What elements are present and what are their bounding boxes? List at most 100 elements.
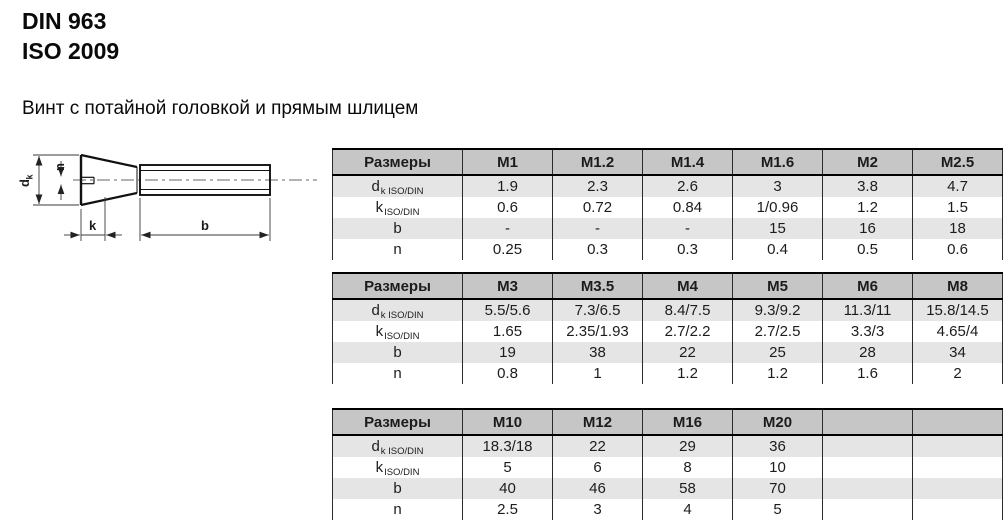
table-cell: 0.3	[642, 239, 733, 260]
screw-slot	[82, 176, 95, 185]
screw-head	[79, 153, 138, 207]
table-cell: 18.3/18	[462, 435, 553, 457]
table-cell: 6	[552, 457, 643, 478]
row-label-main: b	[393, 220, 402, 237]
column-header: M1.2	[552, 148, 643, 176]
table-cell: 0.6	[912, 239, 1003, 260]
column-header: M8	[912, 272, 1003, 300]
column-header: M1.4	[642, 148, 733, 176]
table-cell: 5	[462, 457, 553, 478]
table-cell: -	[642, 218, 733, 239]
dimension-table-2: Размеры M3 M3.5 M4 M5 M6 M8 dk ISO/DIN 5.5/5.6 7.…	[332, 272, 1003, 384]
row-label: dk ISO/DIN	[332, 175, 463, 197]
table-cell: 8.4/7.5	[642, 299, 733, 321]
table-cell: 1.2	[732, 363, 823, 384]
table-cell: 3.8	[822, 175, 913, 197]
row-label-main: k	[375, 323, 384, 340]
table-cell: 28	[822, 342, 913, 363]
table-row: b - - -15 16 18	[332, 218, 1003, 239]
table-cell: 3	[732, 175, 823, 197]
column-header	[822, 408, 913, 436]
b-dimension	[139, 198, 271, 241]
table-cell: 25	[732, 342, 823, 363]
column-header	[912, 408, 1003, 436]
row-label: dk ISO/DIN	[332, 299, 463, 321]
column-header: M20	[732, 408, 823, 436]
title-block: DIN 963 ISO 2009	[22, 6, 119, 66]
table-slot-1: Размеры M1 M1.2 M1.4 M1.6 M2 M2.5 dk ISO/DIN 1.9…	[332, 148, 1003, 260]
row-label-sub: ISO/DIN	[384, 331, 420, 342]
table-cell: 18	[912, 218, 1003, 239]
table-cell: 4.7	[912, 175, 1003, 197]
table-cell: 1.6	[822, 363, 913, 384]
column-header: M6	[822, 272, 913, 300]
table-cell	[912, 435, 1003, 457]
table-cell: 1.9	[462, 175, 553, 197]
column-header: M4	[642, 272, 733, 300]
table-cell: 3	[552, 499, 643, 520]
svg-text:k: k	[25, 174, 35, 180]
size-header: Размеры	[332, 272, 463, 300]
row-label: n	[332, 363, 463, 384]
column-header: M2.5	[912, 148, 1003, 176]
column-header: M16	[642, 408, 733, 436]
page-title-iso: ISO 2009	[22, 38, 120, 64]
table-cell: 10	[732, 457, 823, 478]
table-cell: 5.5/5.6	[462, 299, 553, 321]
dimension-table-1: Размеры M1 M1.2 M1.4 M1.6 M2 M2.5 dk ISO/DIN 1.9…	[332, 148, 1003, 260]
k-dimension-label: k	[89, 218, 97, 233]
table-row: kISO/DIN 0.6 0.72 0.84 1/0.96 1.2 1.5	[332, 197, 1003, 218]
row-label-sub: k ISO/DIN	[380, 186, 424, 197]
column-header: M1	[462, 148, 553, 176]
table-cell: 1	[552, 363, 643, 384]
table-cell	[912, 457, 1003, 478]
table-row: dk ISO/DIN 1.9 2.3 2.6 3 3.8 4.7	[332, 175, 1003, 197]
column-header: M5	[732, 272, 823, 300]
table-cell: 0.72	[552, 197, 643, 218]
table-cell: 19	[462, 342, 553, 363]
table-cell: 7.3/6.5	[552, 299, 643, 321]
table-cell: 0.25	[462, 239, 553, 260]
table-cell: 36	[732, 435, 823, 457]
table-cell: 11.3/11	[822, 299, 913, 321]
header-row: Размеры M3 M3.5 M4 M5 M6 M8	[332, 272, 1003, 300]
table-row: b 19 38 22 25 28 34	[332, 342, 1003, 363]
k-dimension	[64, 197, 122, 241]
table-cell: 9.3/9.2	[732, 299, 823, 321]
row-label: kISO/DIN	[332, 457, 463, 478]
table-cell	[912, 478, 1003, 499]
table-cell: 4	[642, 499, 733, 520]
table-cell: 58	[642, 478, 733, 499]
table-cell: 2.3	[552, 175, 643, 197]
page-title-din: DIN 963	[22, 8, 107, 34]
table-cell: 1.2	[822, 197, 913, 218]
column-header: M1.6	[732, 148, 823, 176]
row-label: n	[332, 499, 463, 520]
table-cell: 0.8	[462, 363, 553, 384]
table-cell: 16	[822, 218, 913, 239]
row-label: kISO/DIN	[332, 321, 463, 342]
page-subtitle: Винт с потайной головкой и прямым шлицем	[22, 98, 419, 119]
table-cell	[822, 435, 913, 457]
table-row: b 40 46 58 70	[332, 478, 1003, 499]
n-dimension-label: n	[52, 163, 67, 171]
header-row: Размеры M10 M12 M16 M20	[332, 408, 1003, 436]
table-row: n 0.8 1 1.2 1.2 1.6 2	[332, 363, 1003, 384]
table-cell: 70	[732, 478, 823, 499]
table-cell: 3.3/3	[822, 321, 913, 342]
table-cell	[912, 499, 1003, 520]
table-row: n 2.5 3 4 5	[332, 499, 1003, 520]
table-cell: 2.7/2.2	[642, 321, 733, 342]
table-row: dk ISO/DIN 5.5/5.6 7.3/6.5 8.4/7.5 9.3/9.2 11…	[332, 299, 1003, 321]
table-cell: 2.35/1.93	[552, 321, 643, 342]
row-label-main: n	[393, 501, 402, 518]
table-row: n 0.25 0.3 0.3 0.4 0.5 0.6	[332, 239, 1003, 260]
table-cell: 0.84	[642, 197, 733, 218]
svg-text:d: d	[17, 179, 32, 187]
table-cell: 15.8/14.5	[912, 299, 1003, 321]
header-row: Размеры M1 M1.2 M1.4 M1.6 M2 M2.5	[332, 148, 1003, 176]
table-cell: 5	[732, 499, 823, 520]
row-label: dk ISO/DIN	[332, 435, 463, 457]
size-header: Размеры	[332, 148, 463, 176]
table-row: kISO/DIN 1.65 2.35/1.93 2.7/2.2 2.7/2.5 3.3/3…	[332, 321, 1003, 342]
